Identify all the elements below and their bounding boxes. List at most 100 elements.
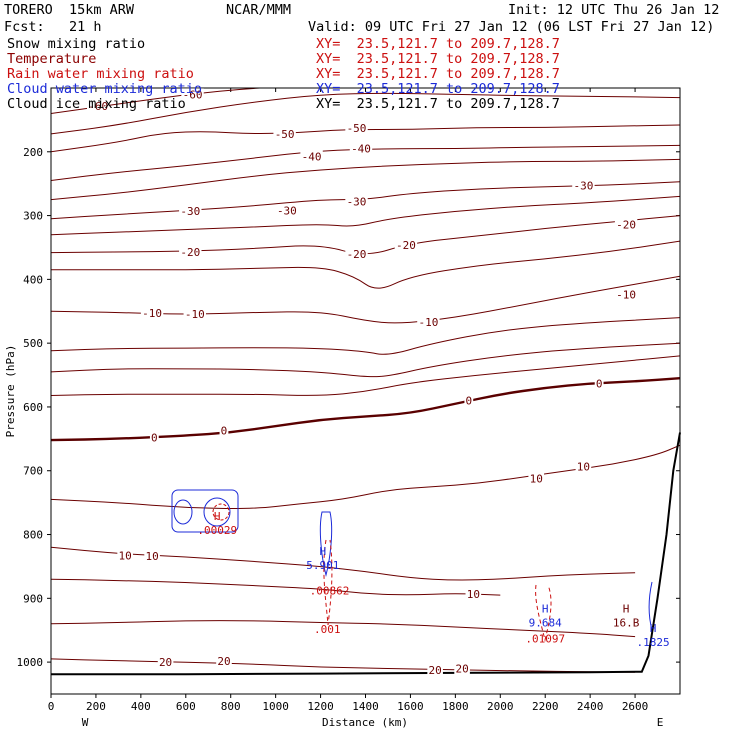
y-tick-label: 200 bbox=[23, 146, 43, 159]
isotherm--30 bbox=[51, 181, 680, 220]
contour-label-bg bbox=[117, 549, 133, 562]
contour-label-bg bbox=[464, 394, 474, 407]
contour-label: -60 bbox=[183, 88, 203, 101]
contour-label: -60 bbox=[88, 100, 108, 113]
contour-label-bg bbox=[465, 587, 482, 600]
x-tick-label: 2200 bbox=[532, 700, 559, 713]
plot-frame bbox=[50, 87, 681, 695]
x-tick-label: 400 bbox=[131, 700, 151, 713]
extremum-marker: H bbox=[623, 603, 630, 616]
extrema-labels: H.00029H5.901.00862.001H9.684.01097H16.B… bbox=[197, 510, 669, 649]
extremum-value: .00862 bbox=[310, 585, 350, 598]
isotherm-20 bbox=[51, 658, 636, 673]
contour-label-bg bbox=[157, 656, 174, 669]
contour-label: 10 bbox=[530, 472, 543, 485]
contour-label: -50 bbox=[347, 122, 367, 135]
field-xy-snow: XY= 23.5,121.7 to 209.7,128.7 bbox=[316, 36, 560, 52]
contour-label: 20 bbox=[455, 662, 468, 675]
isotherm-20 bbox=[51, 620, 636, 638]
field-xy-cloud-ice: XY= 23.5,121.7 to 209.7,128.7 bbox=[316, 96, 560, 112]
extremum-value: .01097 bbox=[525, 633, 565, 646]
contour-label: -30 bbox=[277, 204, 297, 217]
contour-label: -20 bbox=[347, 248, 367, 261]
contour-label-bg bbox=[614, 218, 638, 231]
field-xy-rain: XY= 23.5,121.7 to 209.7,128.7 bbox=[316, 66, 560, 82]
contour-label: 10 bbox=[145, 550, 158, 563]
x-tick-label: 2000 bbox=[487, 700, 514, 713]
y-axis-label: Pressure (hPa) bbox=[4, 345, 17, 438]
contour-label-bg bbox=[454, 662, 470, 675]
contour-label: -30 bbox=[180, 205, 200, 218]
isotherm--10 bbox=[51, 275, 680, 324]
contour-label: 10 bbox=[119, 550, 132, 563]
x-axis-label: Distance (km) bbox=[322, 716, 408, 729]
contour-label: 10 bbox=[577, 460, 590, 473]
hydrometeor-contours bbox=[171, 489, 653, 641]
contour-label-bg bbox=[572, 179, 595, 192]
contour-label-bg bbox=[181, 88, 204, 101]
contour-label-bg bbox=[394, 238, 418, 251]
contour-label-bg bbox=[349, 142, 373, 155]
isotherm--10 bbox=[51, 355, 680, 396]
isotherm--10 bbox=[51, 342, 680, 378]
extremum-value: 5.901 bbox=[306, 559, 339, 572]
isotherm--30 bbox=[51, 195, 680, 236]
contour-label-bg bbox=[183, 307, 206, 320]
isotherm--20 bbox=[51, 215, 680, 255]
y-tick-label: 400 bbox=[23, 273, 43, 286]
isotherm-contours bbox=[51, 88, 680, 673]
field-name-snow: Snow mixing ratio bbox=[7, 36, 146, 52]
contour-label-bg bbox=[614, 288, 638, 301]
contour-labels: -60 -60 -50 -50 -40 -40 -30 -30 -30 -30 -20 -20 -20 -… bbox=[86, 88, 638, 677]
contour-label-bg bbox=[273, 127, 296, 140]
contour-label: 0 bbox=[466, 395, 473, 408]
contour-label: 20 bbox=[429, 664, 442, 677]
contour-label-bg bbox=[179, 245, 202, 258]
contour-label-bg bbox=[144, 550, 160, 563]
isotherm-0 bbox=[51, 377, 680, 442]
model-name: TORERO 15km ARW bbox=[4, 2, 135, 18]
terrain-line bbox=[51, 432, 681, 676]
contour-label: 10 bbox=[467, 588, 480, 601]
contour-label-bg bbox=[216, 654, 232, 667]
extremum-value: .00029 bbox=[197, 524, 237, 537]
contour-label-bg bbox=[140, 307, 164, 320]
field-xy-cloud-water: XY= 23.5,121.7 to 209.7,128.7 bbox=[316, 81, 560, 97]
contour-label: 20 bbox=[217, 655, 230, 668]
contour-label: -20 bbox=[616, 219, 636, 232]
isotherm-10 bbox=[51, 444, 680, 510]
isotherm--60 bbox=[51, 92, 680, 135]
y-tick-label: 300 bbox=[23, 210, 43, 223]
forecast-hour: Fcst: 21 h bbox=[4, 19, 102, 35]
y-tick-label: 900 bbox=[23, 592, 43, 605]
extremum-value: 9.684 bbox=[529, 617, 562, 630]
x-axis-right-end-label: E bbox=[657, 716, 664, 729]
field-name-cloud-water: Cloud water mixing ratio bbox=[7, 81, 203, 97]
isotherm--20 bbox=[51, 240, 680, 289]
x-tick-label: 0 bbox=[48, 700, 55, 713]
valid-time: Valid: 09 UTC Fri 27 Jan 12 (06 LST Fri … bbox=[308, 19, 715, 35]
isotherm--50 bbox=[51, 124, 680, 153]
init-time: Init: 12 UTC Thu 26 Jan 12 bbox=[508, 2, 720, 18]
field-name-temperature: Temperature bbox=[7, 51, 97, 67]
field-name-rain: Rain water mixing ratio bbox=[7, 66, 194, 82]
contour-label-bg bbox=[594, 377, 604, 390]
x-axis-left-end-label: W bbox=[82, 716, 89, 729]
x-tick-label: 1000 bbox=[262, 700, 289, 713]
x-tick-label: 600 bbox=[176, 700, 196, 713]
contour-label: -10 bbox=[616, 289, 636, 302]
extremum-marker: H bbox=[320, 545, 327, 558]
contour-label-bg bbox=[417, 316, 440, 329]
contour-label-bg bbox=[179, 205, 202, 218]
contour-label-bg bbox=[219, 424, 229, 437]
contour-label: -20 bbox=[180, 246, 200, 259]
x-tick-label: 200 bbox=[86, 700, 106, 713]
y-tick-label: 600 bbox=[23, 401, 43, 414]
contour-label: -50 bbox=[275, 128, 295, 141]
contour-label: -10 bbox=[142, 307, 162, 320]
isotherm--40 bbox=[51, 144, 680, 181]
isotherm-10 bbox=[51, 546, 636, 581]
extremum-marker: H bbox=[650, 622, 657, 635]
x-tick-label: 1800 bbox=[442, 700, 469, 713]
x-tick-label: 2400 bbox=[577, 700, 604, 713]
